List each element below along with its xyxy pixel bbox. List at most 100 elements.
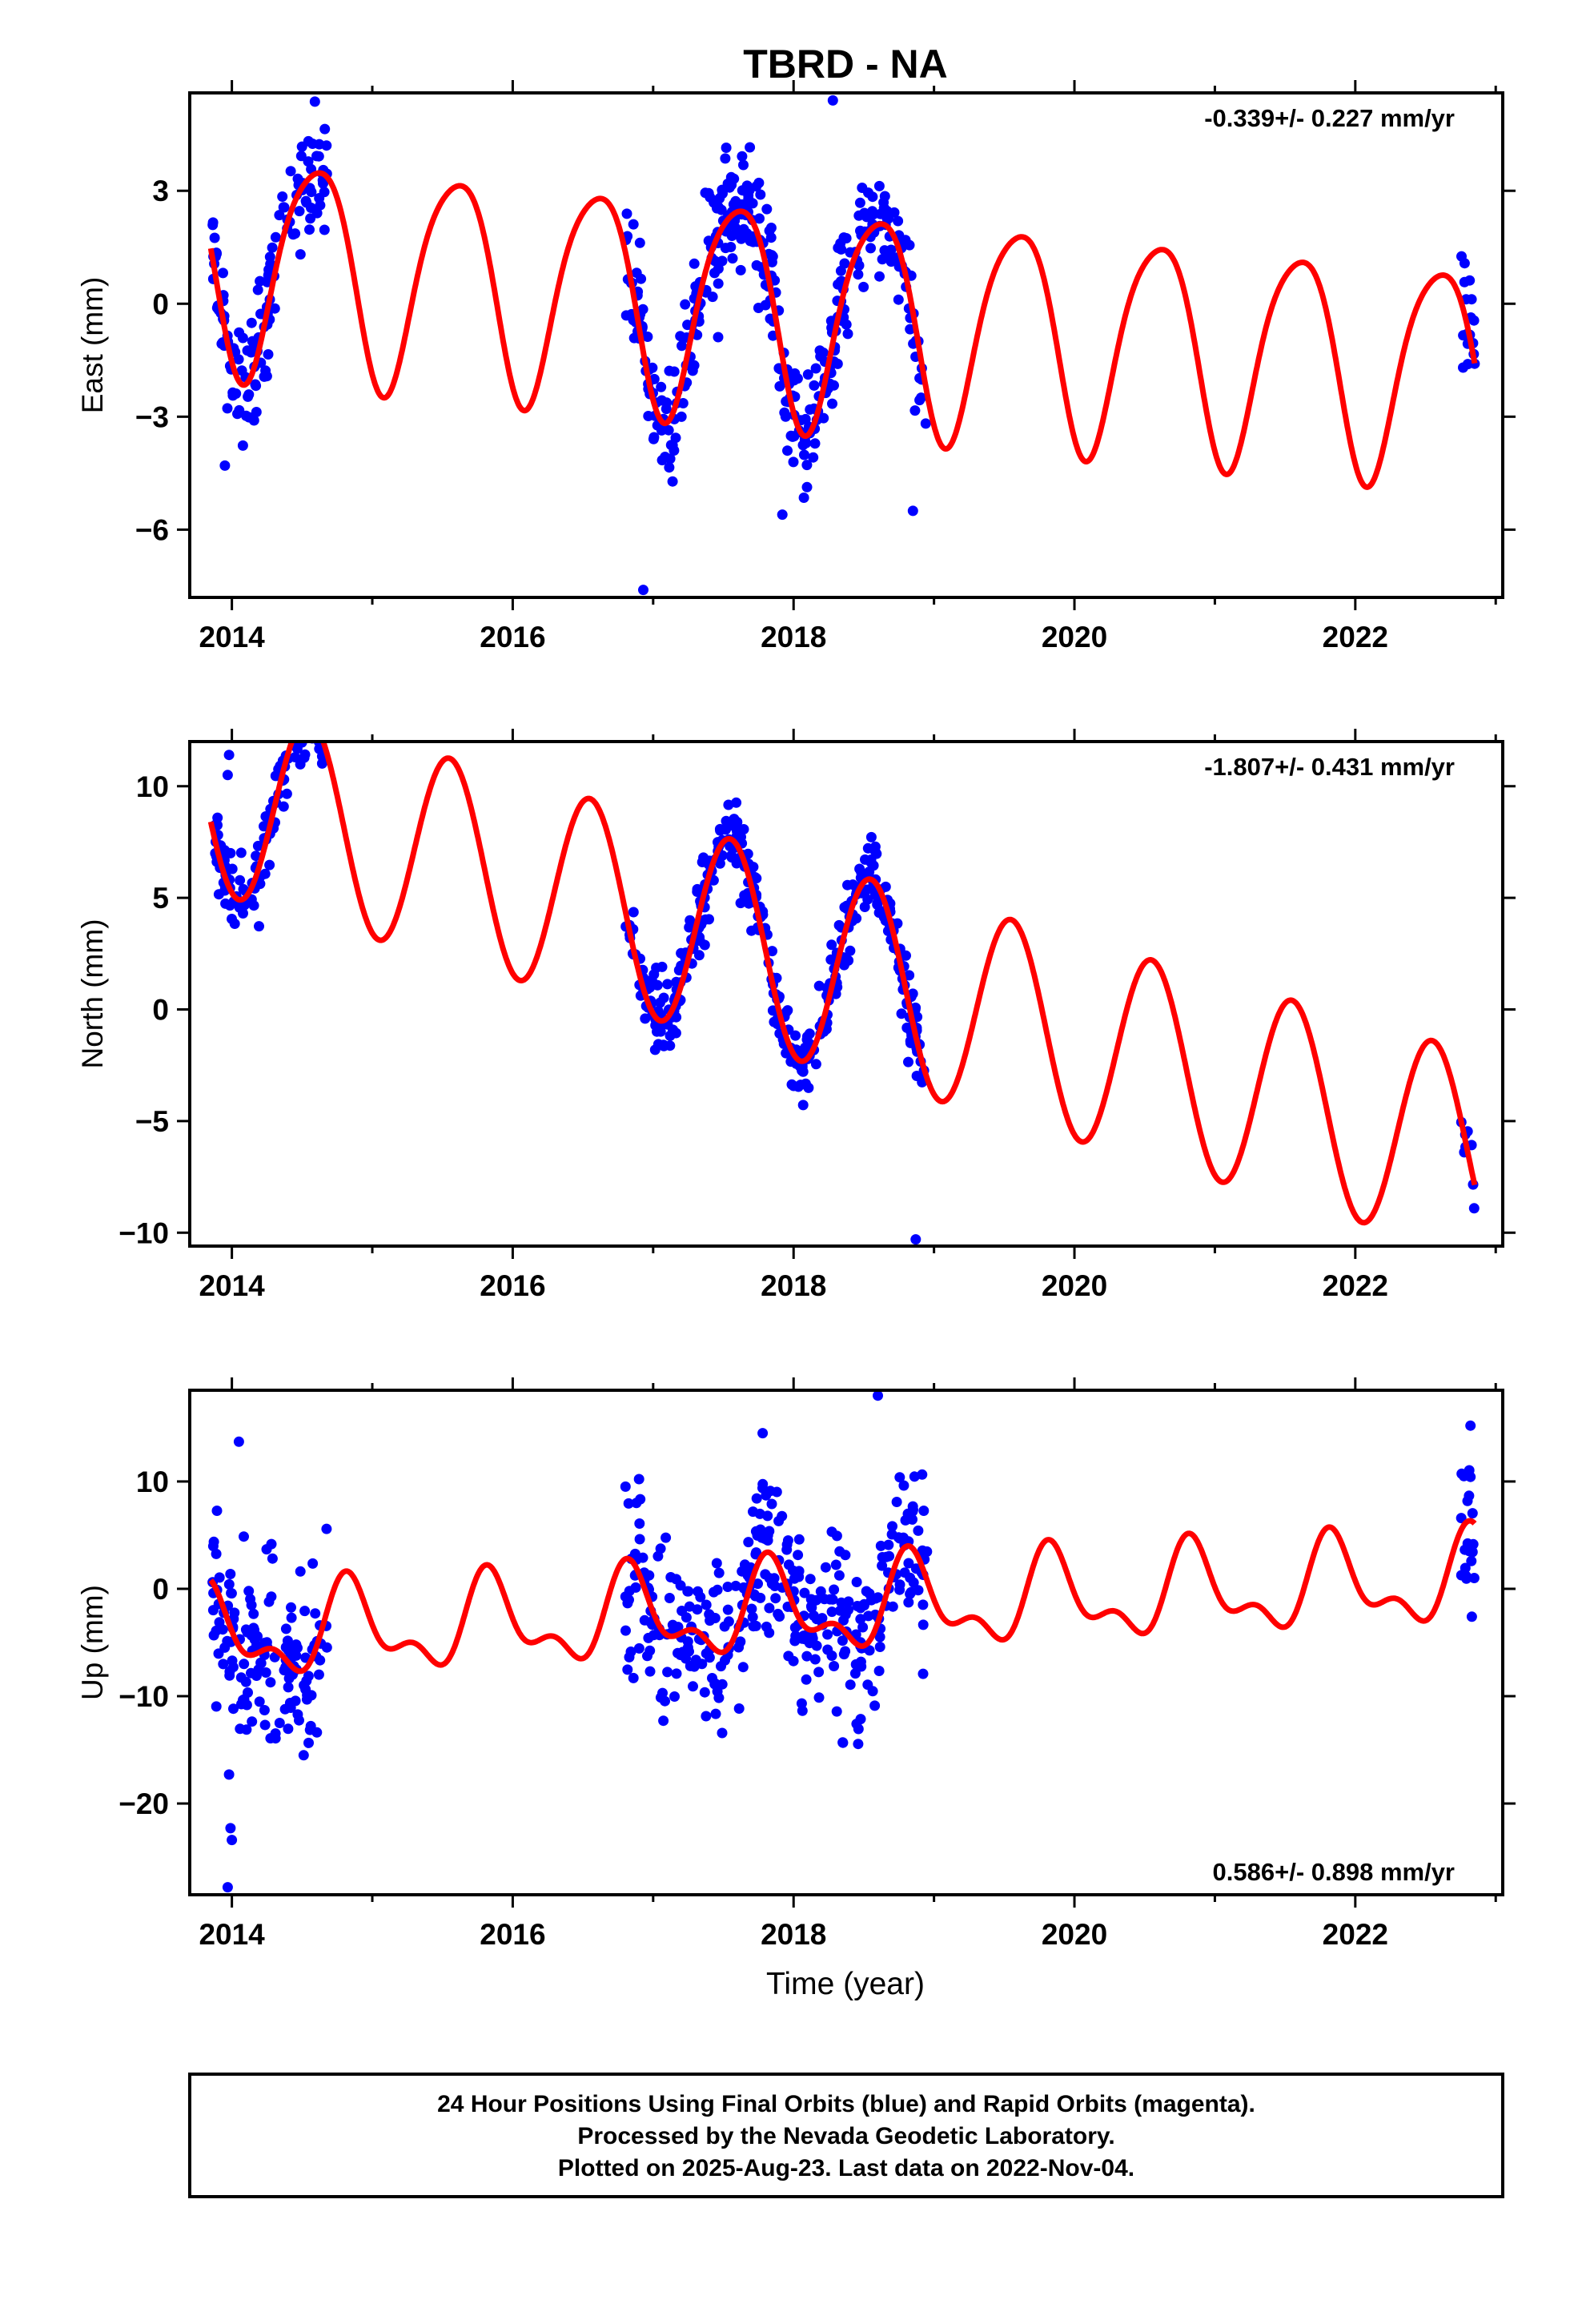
data-point-up: [834, 1570, 845, 1581]
data-point-north: [725, 820, 735, 830]
data-point-up: [812, 1641, 822, 1651]
data-point-up: [814, 1692, 825, 1703]
data-point-up: [852, 1577, 862, 1587]
data-point-up: [918, 1669, 929, 1679]
data-point-up: [665, 1593, 675, 1603]
data-point-up: [264, 1597, 275, 1607]
data-point-up: [635, 1534, 645, 1545]
data-point-up: [836, 1598, 846, 1608]
data-point-up: [691, 1655, 701, 1665]
data-point-up: [821, 1562, 831, 1573]
data-point-up: [280, 1704, 291, 1715]
data-point-up: [227, 1588, 237, 1598]
data-point-east: [853, 269, 863, 279]
data-point-up: [793, 1550, 803, 1560]
data-point-east: [227, 388, 238, 398]
data-point-up: [717, 1728, 728, 1739]
data-point-east: [635, 238, 645, 248]
data-point-east: [738, 160, 749, 171]
data-point-up: [701, 1711, 711, 1722]
data-point-up: [888, 1602, 898, 1612]
data-point-up: [892, 1497, 902, 1507]
data-point-north: [782, 1005, 793, 1015]
x-axis-label: Time (year): [766, 1967, 925, 2001]
data-point-north: [264, 860, 275, 870]
data-point-up: [764, 1526, 774, 1537]
data-point-east: [857, 210, 868, 220]
data-point-east: [914, 395, 925, 405]
data-point-up: [1467, 1611, 1477, 1622]
data-point-up: [755, 1509, 765, 1519]
data-point-east: [1467, 294, 1477, 304]
data-point-north: [300, 730, 311, 740]
data-point-up: [738, 1662, 749, 1672]
data-point-east: [210, 233, 220, 243]
data-point-north: [1469, 1203, 1480, 1213]
data-point-up: [909, 1471, 920, 1482]
data-point-east: [858, 282, 869, 292]
data-point-up: [841, 1610, 851, 1620]
data-point-east: [717, 188, 728, 199]
data-point-up: [241, 1624, 251, 1634]
data-point-up: [306, 1721, 316, 1731]
data-point-up: [660, 1696, 670, 1707]
data-point-up: [248, 1609, 259, 1619]
data-point-up: [688, 1681, 698, 1691]
data-point-up: [275, 1718, 285, 1728]
data-point-up: [704, 1609, 714, 1619]
data-point-east: [818, 348, 829, 358]
data-point-east: [271, 232, 281, 243]
x-tick-label-north: 2022: [1323, 1269, 1388, 1302]
data-point-up: [845, 1679, 856, 1690]
data-point-up: [624, 1586, 635, 1596]
data-point-north: [225, 848, 235, 858]
data-point-up: [622, 1664, 632, 1675]
data-point-up: [743, 1537, 753, 1547]
data-point-up: [749, 1621, 759, 1631]
data-point-north: [676, 948, 686, 959]
data-point-up: [810, 1655, 821, 1665]
data-point-east: [223, 403, 233, 413]
data-point-up: [622, 1598, 632, 1608]
data-point-east: [243, 392, 253, 402]
x-tick-label-east: 2020: [1042, 621, 1107, 653]
data-point-up: [883, 1540, 893, 1550]
data-point-up: [642, 1651, 652, 1661]
data-point-east: [247, 318, 257, 328]
y-tick-label-up: −10: [118, 1680, 169, 1713]
data-point-up: [870, 1594, 881, 1604]
panel-north: 2014 2016 2018 2020 20221050−5−10North (mm)-…: [76, 686, 1516, 1302]
y-tick-label-north: 10: [136, 770, 169, 803]
data-point-north: [798, 1100, 809, 1110]
data-point-up: [303, 1738, 314, 1748]
data-point-north: [290, 752, 300, 762]
data-point-up: [898, 1481, 909, 1491]
data-point-east: [751, 181, 761, 191]
data-point-east: [782, 445, 793, 456]
data-point-up: [740, 1559, 750, 1570]
data-point-up: [261, 1667, 271, 1678]
data-point-east: [802, 482, 813, 493]
x-tick-label-up: 2014: [199, 1918, 265, 1951]
data-point-north: [863, 843, 873, 854]
data-point-up: [701, 1600, 712, 1610]
data-point-east: [799, 450, 809, 460]
data-point-east: [207, 219, 218, 230]
plot-area-up: [207, 1390, 1480, 1892]
data-point-north: [254, 921, 264, 931]
data-point-east: [295, 249, 306, 259]
data-point-north: [288, 730, 299, 740]
data-point-up: [243, 1586, 254, 1596]
data-point-north: [220, 899, 231, 909]
data-point-up: [797, 1706, 808, 1716]
data-point-east: [1469, 316, 1480, 326]
data-point-north: [790, 1031, 801, 1041]
data-point-north: [307, 723, 318, 734]
data-point-up: [827, 1651, 837, 1661]
data-point-east: [786, 431, 797, 441]
data-point-up: [211, 1701, 222, 1711]
data-point-up: [652, 1551, 663, 1562]
data-point-north: [304, 714, 315, 725]
data-point-east: [671, 432, 681, 443]
x-tick-label-up: 2018: [761, 1918, 826, 1951]
